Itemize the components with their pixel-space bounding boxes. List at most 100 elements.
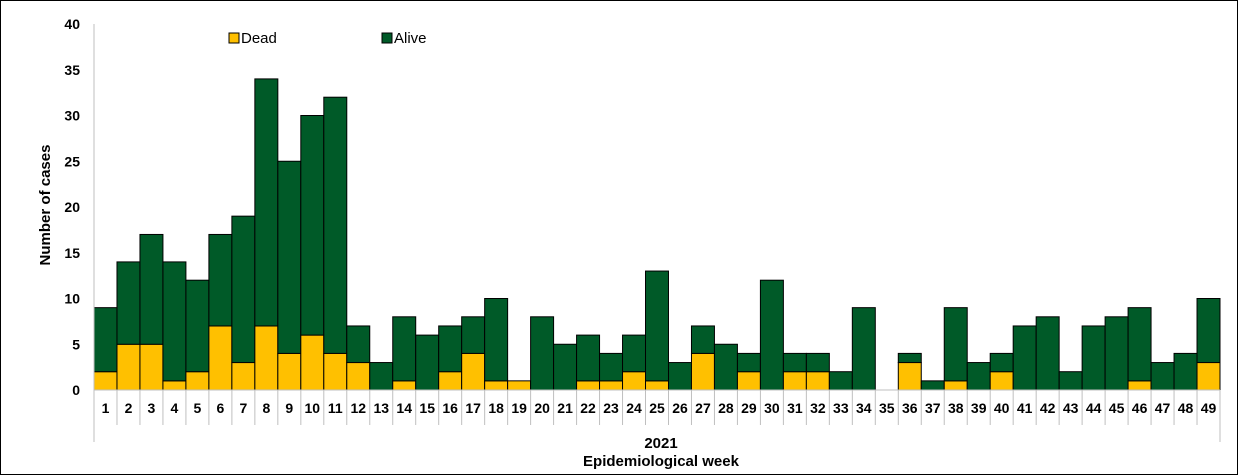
x-tick-label: 8 [262, 400, 270, 416]
x-axis-title: Epidemiological week [583, 453, 740, 470]
bar-alive-week-34 [851, 307, 876, 391]
bar-alive-week-7 [231, 215, 256, 364]
axes-layer [93, 24, 1221, 442]
bar-dead-week-40 [989, 371, 1014, 391]
bar-alive-week-3 [139, 233, 164, 345]
x-tick-label: 5 [194, 400, 202, 416]
bar-alive-week-25 [645, 270, 669, 382]
bar-alive-week-6 [208, 233, 233, 327]
x-tick-label: 14 [396, 400, 412, 416]
bar-dead-week-5 [185, 371, 210, 391]
x-group-label: 2021 [644, 435, 677, 452]
y-tick-label: 40 [64, 16, 80, 32]
x-tick-label: 18 [488, 400, 504, 416]
x-tick-label: 21 [557, 400, 573, 416]
bar-alive-week-10 [300, 115, 325, 336]
bar-alive-week-46 [1127, 307, 1152, 382]
bar-alive-week-40 [989, 352, 1014, 373]
bar-dead-week-6 [208, 325, 233, 391]
x-tick-label: 10 [305, 400, 321, 416]
x-tick-label: 31 [787, 400, 803, 416]
bar-alive-week-14 [392, 316, 417, 382]
x-tick-label: 43 [1063, 400, 1079, 416]
bar-alive-week-12 [346, 325, 371, 364]
bar-alive-week-48 [1173, 352, 1198, 391]
x-tick-label: 29 [741, 400, 757, 416]
bar-alive-week-36 [897, 352, 922, 364]
bar-dead-week-22 [576, 380, 601, 391]
x-tick-label: 49 [1201, 400, 1217, 416]
bar-dead-week-38 [943, 380, 968, 391]
bar-alive-week-37 [920, 380, 945, 391]
x-tick-label: 1 [102, 400, 110, 416]
x-tick-label: 12 [350, 400, 366, 416]
bar-alive-week-29 [736, 352, 761, 373]
bar-alive-week-13 [369, 362, 394, 391]
x-tick-label: 3 [148, 400, 156, 416]
x-tick-label: 25 [649, 400, 665, 416]
bar-alive-week-42 [1035, 316, 1060, 391]
x-tick-label: 34 [856, 400, 872, 416]
bar-dead-week-27 [690, 352, 715, 391]
legend-label-alive: Alive [394, 30, 427, 47]
bar-alive-week-44 [1081, 325, 1106, 391]
x-tick-label: 42 [1040, 400, 1056, 416]
x-tick-label: 19 [511, 400, 527, 416]
bar-alive-week-32 [805, 352, 830, 373]
x-tick-label: 6 [216, 400, 224, 416]
x-tick-label: 32 [810, 400, 826, 416]
y-tick-label: 0 [72, 382, 80, 398]
x-tick-label: 33 [833, 400, 849, 416]
legend-swatch-dead [228, 32, 240, 44]
bar-dead-week-23 [599, 380, 624, 391]
bar-alive-week-2 [116, 261, 141, 345]
x-tick-label: 4 [171, 400, 179, 416]
y-tick-labels: 0 5 10 15 20 25 30 35 40 [64, 16, 80, 398]
bar-dead-week-31 [782, 371, 807, 391]
bar-dead-week-12 [346, 362, 371, 391]
bar-alive-week-16 [438, 325, 463, 373]
bar-alive-week-39 [966, 362, 991, 391]
bar-alive-week-49 [1196, 298, 1221, 364]
y-tick-label: 10 [64, 291, 80, 307]
bar-alive-week-33 [828, 371, 853, 391]
x-tick-label: 15 [419, 400, 435, 416]
x-tick-label: 37 [925, 400, 941, 416]
x-tick-label: 17 [465, 400, 481, 416]
bar-dead-week-10 [300, 334, 325, 391]
x-tick-label: 30 [764, 400, 780, 416]
bar-dead-week-7 [231, 362, 256, 391]
bar-dead-week-18 [484, 380, 509, 391]
x-tick-label: 24 [626, 400, 642, 416]
bar-alive-week-18 [484, 298, 509, 382]
bar-dead-week-1 [93, 371, 118, 391]
bar-dead-week-49 [1196, 362, 1221, 391]
bar-alive-week-5 [185, 279, 210, 373]
x-tick-label: 26 [672, 400, 688, 416]
legend-label-dead: Dead [241, 30, 277, 47]
bar-alive-week-8 [254, 78, 279, 327]
x-tick-label: 40 [994, 400, 1010, 416]
x-tick-label: 28 [718, 400, 734, 416]
y-tick-label: 25 [64, 153, 80, 169]
bar-dead-week-17 [461, 352, 486, 391]
x-tick-label: 27 [695, 400, 711, 416]
x-tick-label: 35 [879, 400, 895, 416]
bar-alive-week-38 [943, 307, 968, 382]
bar-alive-week-4 [162, 261, 187, 382]
bar-alive-week-47 [1150, 362, 1175, 391]
bar-dead-week-36 [897, 362, 922, 391]
x-tick-label: 48 [1178, 400, 1194, 416]
y-axis-title: Number of cases [37, 145, 54, 266]
bar-alive-week-28 [713, 343, 738, 391]
bar-alive-week-24 [622, 334, 647, 373]
bar-alive-week-15 [415, 334, 440, 391]
bar-alive-week-26 [667, 362, 692, 391]
x-tick-label: 22 [580, 400, 596, 416]
y-tick-label: 20 [64, 199, 80, 215]
y-tick-label: 15 [64, 245, 80, 261]
x-tick-label: 20 [534, 400, 550, 416]
bar-dead-week-32 [805, 371, 830, 391]
bar-dead-week-3 [139, 343, 164, 391]
x-tick-labels: 1 2 3 4 5 6 7 8 9 10 11 12 13 14 15 16 17 18 19 20 21 22 23 24 2… [102, 400, 1217, 416]
